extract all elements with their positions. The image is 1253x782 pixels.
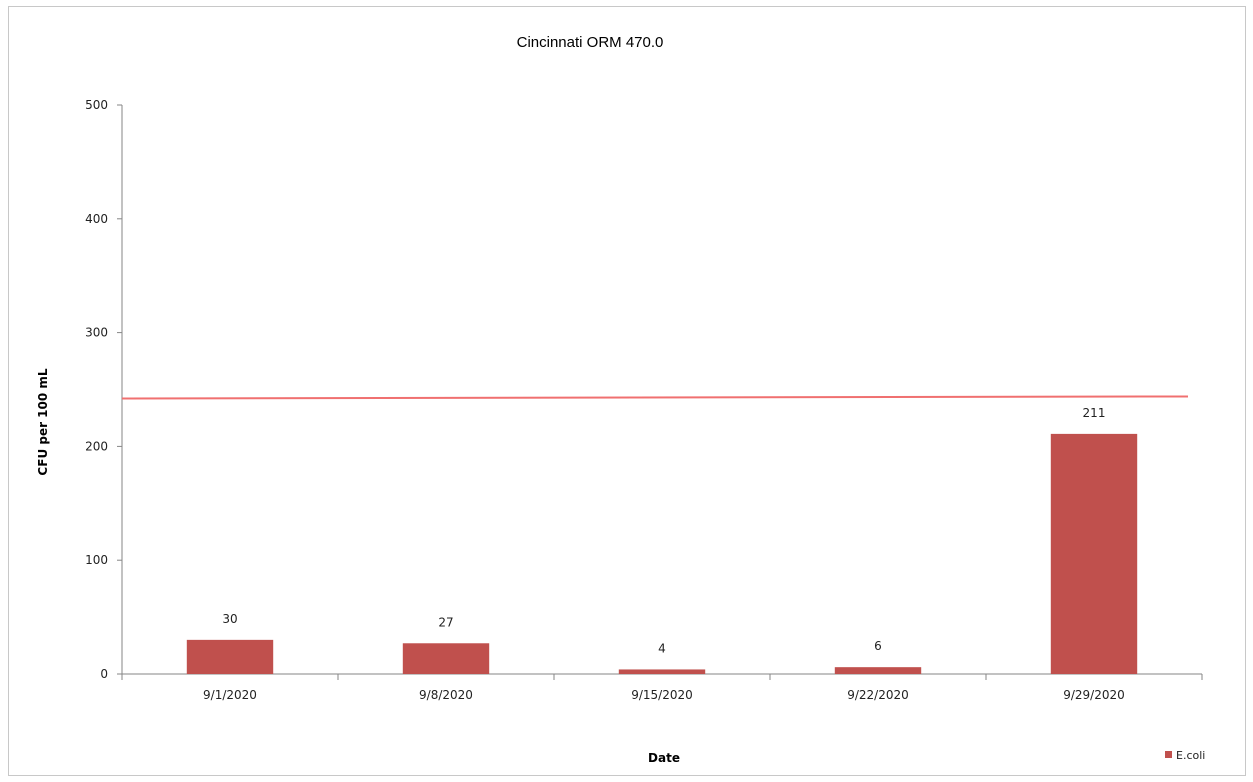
x-tick-label: 9/22/2020 (847, 688, 909, 702)
legend-swatch-ecoli (1165, 751, 1172, 758)
y-tick-label: 100 (85, 553, 108, 567)
bar-series (186, 433, 1138, 674)
y-tick-label: 0 (100, 667, 108, 681)
x-tick-label: 9/15/2020 (631, 688, 693, 702)
bar (1050, 433, 1138, 674)
data-label: 4 (658, 641, 666, 655)
bar (186, 639, 274, 674)
data-label: 27 (438, 615, 453, 629)
y-tick-label: 500 (85, 98, 108, 112)
bar (618, 669, 706, 674)
x-tick-label: 9/1/2020 (203, 688, 257, 702)
legend-label-ecoli: E.coli (1176, 749, 1205, 762)
y-axis-title: CFU per 100 mL (36, 368, 50, 475)
data-label: 6 (874, 639, 882, 653)
chart-title: Cincinnati ORM 470.0 (517, 34, 664, 51)
reference-line-group (121, 395, 1189, 400)
reference-line (121, 395, 1189, 400)
data-label: 30 (222, 612, 237, 626)
legend: E.coli (1165, 749, 1205, 762)
y-tick-label: 300 (85, 326, 108, 340)
bar (834, 667, 922, 674)
x-tick-label: 9/29/2020 (1063, 688, 1125, 702)
x-axis-title: Date (648, 751, 680, 765)
x-axis: 9/1/2020 9/8/2020 9/15/2020 9/22/2020 9/29/2… (121, 673, 1203, 702)
data-label: 211 (1083, 406, 1106, 420)
data-labels: 30 27 4 6 211 (222, 406, 1105, 656)
y-tick-label: 400 (85, 212, 108, 226)
y-axis: 0 100 200 300 400 500 (85, 98, 123, 681)
x-tick-label: 9/8/2020 (419, 688, 473, 702)
y-tick-label: 200 (85, 439, 108, 453)
bar (402, 643, 490, 674)
